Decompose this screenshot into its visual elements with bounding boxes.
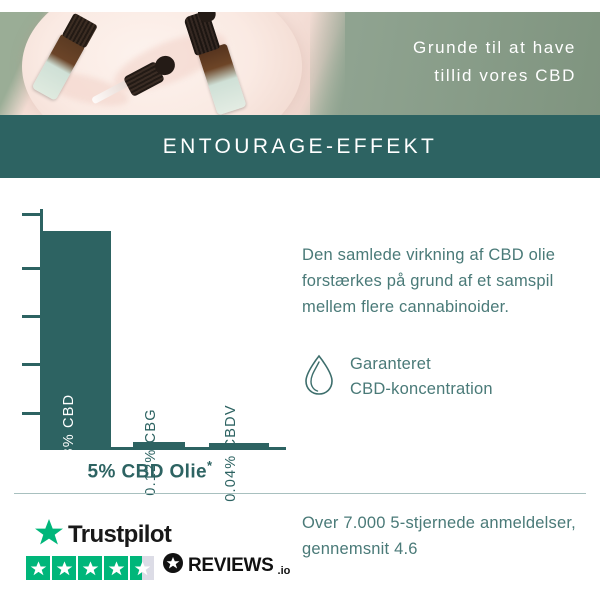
- y-axis-tick: [22, 363, 42, 366]
- bar-label-cbdv: 0.04% CBDV: [223, 404, 239, 502]
- hero-product-photo: [0, 12, 345, 115]
- feature-line1: Garanteret: [350, 355, 431, 373]
- entourage-description: Den samlede virkning af CBD olie forstær…: [302, 242, 587, 320]
- chart-caption: 5% CBD Olie*: [14, 458, 286, 483]
- bar-cbd: 5.63% CBD: [43, 230, 111, 480]
- bar-cbdv: 0.04% CBDV: [209, 404, 269, 502]
- rating-star-filled: [26, 556, 50, 580]
- y-axis-tick: [22, 315, 42, 318]
- y-axis-tick: [22, 412, 42, 415]
- reviews-io-star-icon: [162, 552, 184, 579]
- entourage-description-text: Den samlede virkning af CBD olie forstær…: [302, 246, 556, 316]
- chart-caption-text: 5% CBD Olie: [87, 461, 208, 483]
- trustpilot-wordmark: Trustpilot: [34, 518, 286, 552]
- section-title: ENTOURAGE-EFFEKT: [162, 134, 438, 158]
- hero-headline-line2: tillid vores CBD: [434, 66, 576, 85]
- section-title-bar: ENTOURAGE-EFFEKT: [0, 115, 600, 178]
- hero-banner: Grunde til at have tillid vores CBD: [0, 12, 600, 115]
- reviews-io-suffix: .io: [277, 565, 291, 577]
- feature-line2: CBD-koncentration: [350, 380, 493, 398]
- bar-cbg: 0.12% CBG: [133, 409, 185, 496]
- trustpilot-name: Trustpilot: [68, 521, 172, 548]
- feature-text: Garanteret CBD-koncentration: [350, 352, 493, 402]
- trustpilot-star-icon: [34, 518, 64, 552]
- cannabinoid-bar-chart: 5.63% CBD 0.12% CBG 0.04% CBDV: [14, 205, 286, 502]
- chart-x-axis: [40, 447, 286, 450]
- chart-caption-asterisk: *: [207, 458, 213, 473]
- rating-star-half: [130, 556, 154, 580]
- reviews-summary-text: Over 7.000 5-stjernede anmeldelser, genn…: [302, 514, 576, 558]
- droplet-icon: [302, 353, 336, 402]
- footer-divider: [14, 493, 586, 494]
- y-axis-tick: [22, 267, 42, 270]
- reviews-io-block[interactable]: REVIEWS .io: [162, 552, 290, 579]
- rating-star-filled: [78, 556, 102, 580]
- hero-green-panel: [310, 12, 600, 115]
- chart-y-axis: [40, 209, 43, 449]
- guaranteed-concentration-feature: Garanteret CBD-koncentration: [302, 352, 587, 402]
- trustpilot-rating-stars: [26, 556, 286, 580]
- rating-star-filled: [104, 556, 128, 580]
- hero-headline-line1: Grunde til at have: [413, 38, 576, 57]
- rating-star-filled: [52, 556, 76, 580]
- trustpilot-block[interactable]: Trustpilot: [26, 518, 286, 580]
- reviews-io-name: REVIEWS: [188, 554, 274, 576]
- y-axis-tick: [22, 213, 42, 216]
- chart-bars: 5.63% CBD 0.12% CBG 0.04% CBDV: [43, 209, 286, 502]
- hero-headline: Grunde til at have tillid vores CBD: [326, 34, 576, 90]
